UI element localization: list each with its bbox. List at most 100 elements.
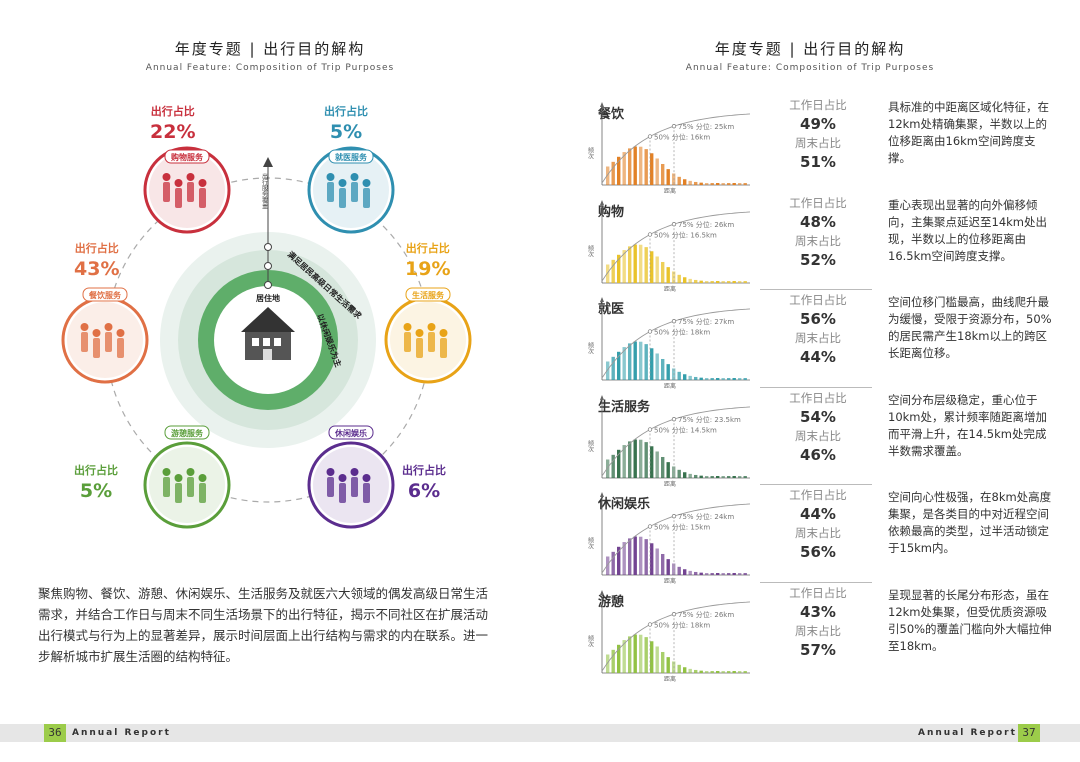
share-stats: 工作日占比 49% 周末占比 51% xyxy=(772,97,864,173)
purpose-3-figure xyxy=(363,483,370,503)
histogram-bar xyxy=(683,666,687,673)
histogram-bar xyxy=(727,280,731,283)
purpose-0-figure-head xyxy=(198,179,207,187)
purpose-5-figure-head xyxy=(80,323,89,331)
purpose-1-figure xyxy=(351,182,358,202)
p75-marker xyxy=(671,514,677,519)
histogram-bar xyxy=(617,156,621,185)
purpose-5-tag xyxy=(82,287,128,302)
histogram-bar xyxy=(710,573,714,575)
purpose-4-figure-head xyxy=(174,474,183,482)
histogram-bar xyxy=(699,475,703,478)
histogram-bar xyxy=(666,364,670,380)
histogram-bar xyxy=(716,378,720,380)
axis-node-3 xyxy=(264,281,272,289)
p50-marker xyxy=(647,426,653,432)
histogram-bar xyxy=(716,183,720,185)
histogram-bar xyxy=(694,181,698,185)
histogram-bar xyxy=(628,245,632,283)
weekday-label: 工作日占比 xyxy=(789,585,847,600)
weekday-share: 43% xyxy=(800,602,836,621)
purpose-0-figure xyxy=(187,182,194,202)
histogram-bar xyxy=(644,441,648,478)
purpose-4-tag xyxy=(164,425,210,440)
histogram-bar xyxy=(666,656,670,673)
histogram-bar xyxy=(617,254,621,283)
histogram-bar xyxy=(633,438,637,478)
y-axis-arrow xyxy=(600,394,604,400)
purpose-2-figure xyxy=(404,332,411,352)
histogram-bar xyxy=(694,669,698,673)
y-axis-arrow xyxy=(600,297,604,302)
weekend-share: 52% xyxy=(800,250,836,269)
share-shopping-value: 22% xyxy=(150,121,196,143)
p75-marker xyxy=(671,319,677,324)
purpose-3-figure-head xyxy=(338,474,347,482)
histogram-bar xyxy=(688,668,692,673)
share-stats: 工作日占比 54% 周末占比 46% xyxy=(772,390,864,466)
right-footer: Annual Report 37 xyxy=(540,724,1080,742)
p50-label: 50% 分位: 15km xyxy=(654,523,710,532)
row-separator xyxy=(760,484,872,485)
histogram-bar xyxy=(644,344,648,380)
histogram-bar xyxy=(710,670,714,673)
histogram-bar xyxy=(622,542,626,575)
weekend-label: 周末占比 xyxy=(795,623,841,638)
house-icon xyxy=(241,307,295,360)
p75-label: 75% 分位: 27km xyxy=(678,317,734,326)
histogram-bar xyxy=(639,341,643,380)
histogram-bar xyxy=(743,573,747,575)
histogram-bar xyxy=(743,378,747,380)
histogram-bar xyxy=(694,474,698,478)
category-name: 就医 xyxy=(598,302,625,317)
x-axis-label: 距离 xyxy=(664,382,676,390)
histogram-bar xyxy=(650,153,654,185)
p50-label: 50% 分位: 18km xyxy=(654,328,710,337)
histogram-bar xyxy=(699,377,703,380)
p50-marker xyxy=(647,621,653,627)
weekend-label: 周末占比 xyxy=(795,233,841,248)
histogram-bar xyxy=(655,450,659,478)
histogram-bar xyxy=(721,280,725,283)
purpose-5-figure xyxy=(93,338,100,358)
histogram-bar xyxy=(650,250,654,283)
histogram-bar xyxy=(639,439,643,478)
histogram-bar xyxy=(732,573,736,575)
histogram-bar xyxy=(622,152,626,185)
histogram-bar xyxy=(661,651,665,673)
histogram-bar xyxy=(688,473,692,478)
row-separator xyxy=(760,289,872,290)
right-header: 年度专题 | 出行目的解构 Annual Feature: Compositio… xyxy=(660,38,960,73)
left-title: 年度专题 | 出行目的解构 xyxy=(174,40,366,58)
left-footer-label: Annual Report xyxy=(72,728,171,738)
histogram-bar xyxy=(611,454,615,478)
histogram-bar xyxy=(661,163,665,185)
purpose-4-figure-head xyxy=(198,474,207,482)
p50-marker xyxy=(647,231,653,237)
histogram-bar xyxy=(694,376,698,380)
purpose-5-figure-head xyxy=(92,329,101,337)
histogram-bar xyxy=(732,475,736,478)
histogram-bar xyxy=(710,475,714,478)
histogram-bar xyxy=(716,475,720,478)
histogram-bar xyxy=(721,475,725,478)
axis-arrow xyxy=(263,157,273,167)
histogram-bar xyxy=(705,280,709,283)
axis-label: 出行服务覆盖 xyxy=(261,172,268,209)
right-subtitle: Annual Feature: Composition of Trip Purp… xyxy=(685,63,935,73)
category-name: 餐饮 xyxy=(598,107,625,122)
histogram-bar xyxy=(617,644,621,673)
x-axis-label: 距离 xyxy=(664,675,676,683)
histogram-bar xyxy=(628,538,632,575)
y-axis-label: 频次 xyxy=(587,146,594,160)
purpose-0-figure-head xyxy=(162,173,171,181)
histogram-bar xyxy=(705,378,709,380)
share-dining-value: 43% xyxy=(74,258,120,280)
y-axis-arrow xyxy=(600,102,604,107)
histogram-bar xyxy=(633,243,637,283)
histogram-bar xyxy=(666,169,670,185)
p75-label: 75% 分位: 24km xyxy=(678,512,734,521)
histogram-bar xyxy=(639,146,643,185)
histogram-bar xyxy=(721,378,725,380)
